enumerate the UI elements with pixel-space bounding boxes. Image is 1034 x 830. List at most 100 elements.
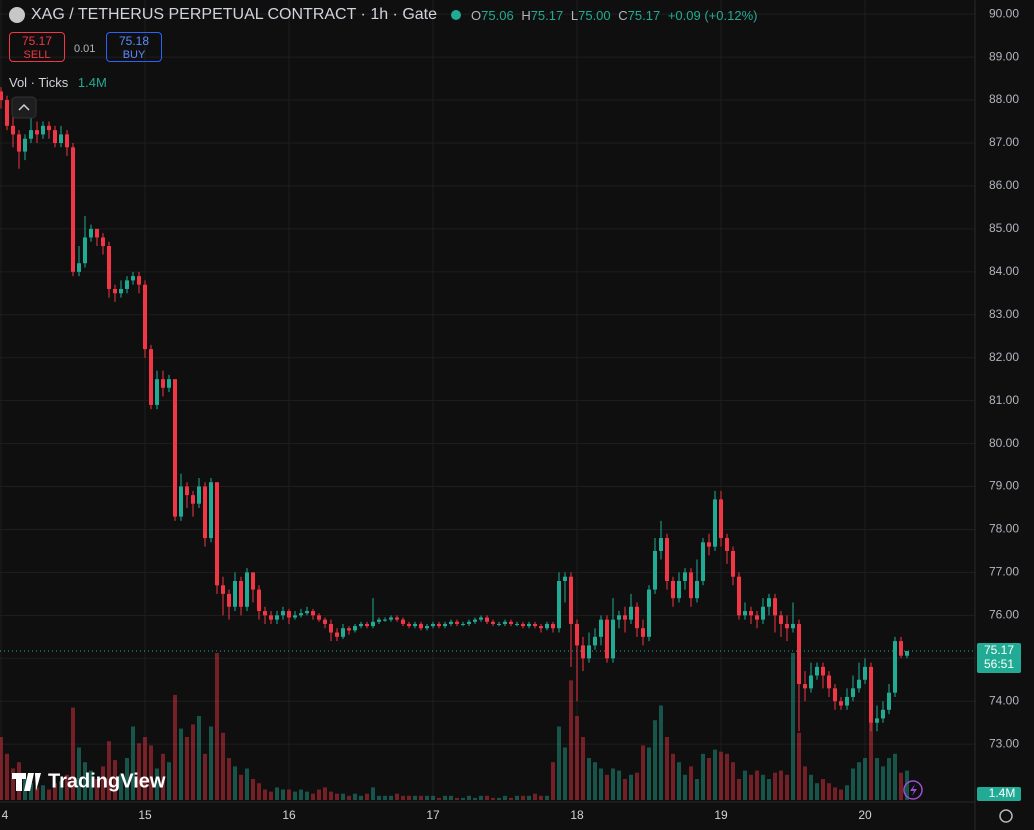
- candle-body: [101, 237, 105, 247]
- candle-body: [605, 619, 609, 659]
- candle-body: [227, 593, 231, 607]
- volume-bar: [701, 753, 705, 800]
- candle-body: [809, 675, 813, 689]
- candle-body: [527, 623, 531, 627]
- volume-bar: [353, 793, 357, 800]
- candle-body: [107, 246, 111, 289]
- candle-body: [209, 482, 213, 539]
- candle-body: [875, 718, 879, 723]
- volume-bar: [347, 795, 351, 800]
- buy-button[interactable]: 75.18 BUY: [106, 32, 162, 62]
- candle-body: [245, 572, 249, 607]
- candle-body: [899, 641, 903, 656]
- sell-button[interactable]: 75.17 SELL: [9, 32, 65, 62]
- candle-body: [191, 495, 195, 504]
- candle-body: [23, 138, 27, 152]
- candle-body: [893, 641, 897, 693]
- candle-body: [659, 538, 663, 551]
- volume-bar: [365, 793, 369, 800]
- y-tick-label: 77.00: [989, 565, 1019, 579]
- volume-bar: [407, 795, 411, 800]
- watermark-logo: [12, 773, 41, 791]
- volume-bar: [683, 774, 687, 800]
- candle-body: [905, 650, 909, 656]
- volume-bar: [467, 795, 471, 800]
- volume-bar: [887, 758, 891, 800]
- price-axis: 73.00 74.00 75.00 76.00 77.00 78.00 79.00 80.00…: [2, 6, 1021, 822]
- candle-body: [755, 615, 759, 620]
- candle-body: [413, 623, 417, 627]
- lightning-button[interactable]: [903, 780, 923, 800]
- candle-body: [89, 228, 93, 238]
- volume-bar: [623, 779, 627, 800]
- candle-body: [203, 486, 207, 539]
- candle-body: [467, 621, 471, 624]
- header: XAG / TETHERUS PERPETUAL CONTRACT · 1h ·…: [9, 6, 757, 24]
- candle-body: [839, 701, 843, 706]
- candle-body: [0, 91, 3, 101]
- last-price-box: [977, 642, 1021, 673]
- volume-bar: [167, 762, 171, 800]
- candle-body: [5, 100, 9, 126]
- candle-body: [143, 284, 147, 350]
- candle-body: [233, 580, 237, 607]
- indicator-name: Vol · Ticks: [9, 75, 69, 90]
- volume-bar: [737, 779, 741, 800]
- candle-body: [11, 125, 15, 135]
- volume-bar: [431, 795, 435, 800]
- candle-body: [713, 499, 717, 547]
- candle-body: [731, 550, 735, 577]
- candle-body: [599, 619, 603, 637]
- candle-body: [677, 580, 681, 599]
- volume-bar: [143, 737, 147, 800]
- volume-bar: [395, 793, 399, 800]
- volume-bar: [593, 762, 597, 800]
- volume-bar: [65, 774, 69, 800]
- candle-body: [251, 572, 255, 590]
- volume-bar: [545, 795, 549, 800]
- candle-body: [311, 611, 315, 616]
- volume-value-box: [977, 787, 1021, 801]
- candle-body: [353, 626, 357, 631]
- candle-body: [533, 623, 537, 627]
- sell-price: 75.17: [21, 34, 53, 48]
- volume-bar: [95, 779, 99, 800]
- y-tick-label: 87.00: [989, 135, 1019, 149]
- volume-bar: [371, 787, 375, 800]
- candle-body: [497, 623, 501, 625]
- candle-body: [851, 688, 855, 697]
- volume-bar: [215, 653, 219, 800]
- candle-body: [491, 621, 495, 624]
- y-tick-label: 89.00: [989, 49, 1019, 63]
- candle-body: [131, 276, 135, 281]
- y-tick-label: 82.00: [989, 350, 1019, 364]
- candle-body: [305, 611, 309, 614]
- volume-bar: [269, 791, 273, 800]
- volume-bar: [509, 797, 513, 800]
- y-tick-label: 83.00: [989, 307, 1019, 321]
- collapse-button[interactable]: [11, 96, 37, 119]
- volume-bar: [779, 770, 783, 800]
- ohlc-value: 75.06: [481, 7, 514, 23]
- volume-bar: [491, 797, 495, 800]
- volume-bar: [653, 720, 657, 800]
- ohlc-key: C: [618, 7, 628, 23]
- y-tick-label: 81.00: [989, 393, 1019, 407]
- x-tick-label: 16: [282, 808, 296, 822]
- candle-body: [653, 550, 657, 590]
- volume-bar: [71, 707, 75, 800]
- volume-bar: [605, 774, 609, 800]
- candle-body: [173, 379, 177, 517]
- candle-body: [761, 606, 765, 620]
- volume-bar: [329, 791, 333, 800]
- volume-bar: [323, 787, 327, 800]
- volume-bar: [413, 795, 417, 800]
- candle-body: [479, 617, 483, 620]
- candle-body: [155, 379, 159, 405]
- candle-body: [137, 276, 141, 285]
- x-tick-label: 20: [858, 808, 872, 822]
- settings-button[interactable]: [999, 809, 1013, 823]
- volume-bar: [479, 795, 483, 800]
- candles: [0, 87, 975, 732]
